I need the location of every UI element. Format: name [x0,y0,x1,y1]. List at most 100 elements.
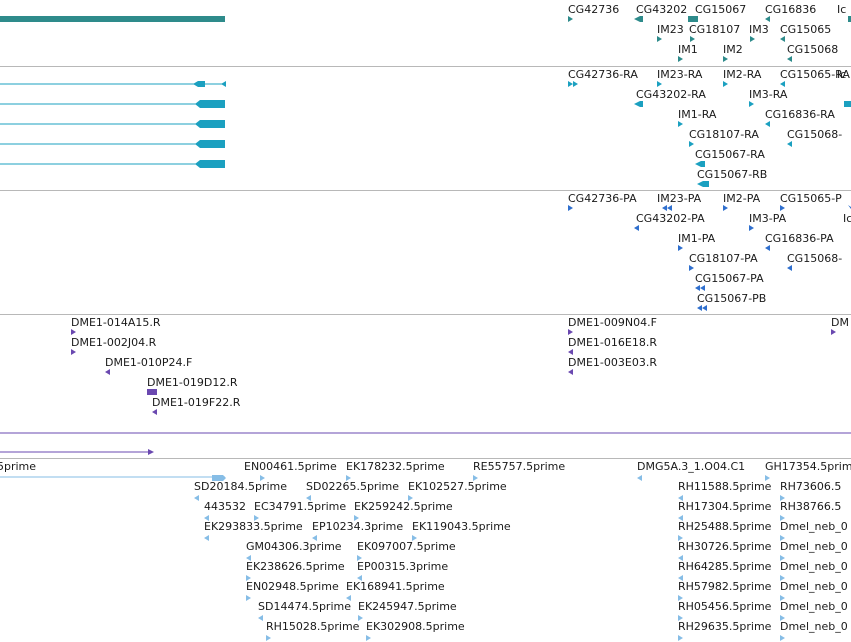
protein-label[interactable]: IM23-PA [657,192,702,205]
gene-label[interactable]: CG15068 [787,43,839,56]
est-label[interactable]: Dmel_neb_0 [780,560,848,573]
est-track: 5prime EN00461.5prime EK178232.5prime RE… [0,459,851,642]
mrna-label[interactable]: IM2-RA [723,68,762,81]
protein-label[interactable]: CG18107-PA [689,252,758,265]
bac-end-glyphs [0,329,851,455]
protein-label[interactable]: CG16836-PA [765,232,834,245]
track-separator [0,314,851,315]
est-label[interactable]: Dmel_neb_0 [780,580,848,593]
est-label[interactable]: EK293833.5prime [204,520,303,533]
gene-label[interactable]: CG42736 [568,3,620,16]
protein-label[interactable]: CG15067-PB [697,292,767,305]
est-label[interactable]: Dmel_neb_0 [780,540,848,553]
mrna-label[interactable]: Ic [837,68,847,81]
est-label[interactable]: RH15028.5prime [266,620,360,633]
est-label[interactable]: Dmel_neb_0 [780,600,848,613]
est-label[interactable]: EK238626.5prime [246,560,345,573]
est-label[interactable]: EK259242.5prime [354,500,453,513]
protein-label[interactable]: CG42736-PA [568,192,637,205]
est-label[interactable]: RH25488.5prime [678,520,772,533]
mrna-label[interactable]: IM3-RA [749,88,788,101]
est-label[interactable]: SD14474.5prime [258,600,351,613]
gene-label[interactable]: Ic [837,3,847,16]
est-label[interactable]: EK245947.5prime [358,600,457,613]
mrna-label[interactable]: CG18107-RA [689,128,759,141]
track-separator [0,66,851,67]
protein-label[interactable]: IM1-PA [678,232,716,245]
bac-end-label[interactable]: DME1-002J04.R [71,336,157,349]
est-label[interactable]: EK302908.5prime [366,620,465,633]
est-label[interactable]: RH05456.5prime [678,600,772,613]
mrna-label[interactable]: CG15067-RA [695,148,765,161]
est-label[interactable]: RH73606.5 [780,480,842,493]
est-label[interactable]: 5prime [0,460,37,473]
bac-end-label[interactable]: DME1-003E03.R [568,356,657,369]
est-label[interactable]: Dmel_neb_0 [780,620,848,633]
protein-label[interactable]: IM2-PA [723,192,761,205]
bac-end-label[interactable]: DME1-019D12.R [147,376,238,389]
est-label[interactable]: EK097007.5prime [357,540,456,553]
track-separator [0,190,851,191]
protein-glyphs [568,205,851,311]
gene-label[interactable]: IM23 [657,23,684,36]
est-label[interactable]: RH57982.5prime [678,580,772,593]
gene-label[interactable]: CG18107 [689,23,741,36]
est-label[interactable]: EP10234.3prime [312,520,404,533]
bac-end-label[interactable]: DME1-019F22.R [152,396,241,409]
mrna-label[interactable]: CG15068- [787,128,843,141]
bac-end-track: DME1-014A15.R DME1-002J04.R DME1-010P24.… [0,315,851,458]
gene-feature-glyphs [568,16,851,62]
est-label[interactable]: EC34791.5prime [254,500,347,513]
est-label[interactable]: Dmel_neb_0 [780,520,848,533]
gene-label[interactable]: CG15067 [695,3,747,16]
bac-end-label[interactable]: DME1-009N04.F [568,316,657,329]
mrna-label[interactable]: IM23-RA [657,68,703,81]
est-label[interactable]: GM04306.3prime [246,540,342,553]
protein-label[interactable]: CG15065-P [780,192,842,205]
est-label[interactable]: SD02265.5prime [306,480,399,493]
est-label[interactable]: DMG5A.3_1.O04.C1 [637,460,746,473]
bac-end-label[interactable]: DME1-010P24.F [105,356,193,369]
protein-label[interactable]: CG43202-PA [636,212,705,225]
gene-label[interactable]: IM1 [678,43,698,56]
est-label[interactable]: EN00461.5prime [244,460,337,473]
est-label[interactable]: 443532 [204,500,246,513]
mrna-label[interactable]: IM1-RA [678,108,717,121]
mrna-label[interactable]: CG16836-RA [765,108,835,121]
protein-label[interactable]: Ic [843,212,851,225]
est-label[interactable]: RH17304.5prime [678,500,772,513]
est-label[interactable]: RE55757.5prime [473,460,566,473]
est-label[interactable]: EN02948.5prime [246,580,339,593]
gene-label[interactable]: IM3 [749,23,769,36]
protein-track: CG42736-PA IM23-PA IM2-PA CG15065-P Ic C… [0,191,851,314]
mrna-label[interactable]: CG43202-RA [636,88,706,101]
protein-label[interactable]: IM3-PA [749,212,787,225]
gene-label[interactable]: IM2 [723,43,743,56]
est-label[interactable]: EK168941.5prime [346,580,445,593]
est-glyphs [0,475,785,641]
gene-label[interactable]: CG16836 [765,3,817,16]
protein-label[interactable]: CG15067-PA [695,272,764,285]
est-label[interactable]: RH64285.5prime [678,560,772,573]
est-label[interactable]: RH11588.5prime [678,480,772,493]
est-label[interactable]: EP00315.3prime [357,560,449,573]
est-label[interactable]: GH17354.5prime [765,460,851,473]
est-label[interactable]: RH30726.5prime [678,540,772,553]
bac-end-label[interactable]: DM [831,316,849,329]
est-label[interactable]: SD20184.5prime [194,480,287,493]
bac-end-label[interactable]: DME1-014A15.R [71,316,161,329]
est-label[interactable]: EK178232.5prime [346,460,445,473]
mrna-label[interactable]: CG15067-RB [697,168,768,181]
est-label[interactable]: RH38766.5 [780,500,842,513]
protein-label[interactable]: CG15068- [787,252,843,265]
mrna-label[interactable]: CG42736-RA [568,68,638,81]
mrna-label[interactable]: CG15065-RA [780,68,850,81]
est-label[interactable]: EK102527.5prime [408,480,507,493]
gene-label[interactable]: CG43202 [636,3,688,16]
gene-feature-bar[interactable] [0,16,225,22]
est-label[interactable]: RH29635.5prime [678,620,772,633]
gene-track: CG42736 CG43202 CG15067 CG16836 Ic IM23 … [0,0,851,66]
bac-end-label[interactable]: DME1-016E18.R [568,336,657,349]
est-label[interactable]: EK119043.5prime [412,520,511,533]
gene-label[interactable]: CG15065 [780,23,832,36]
